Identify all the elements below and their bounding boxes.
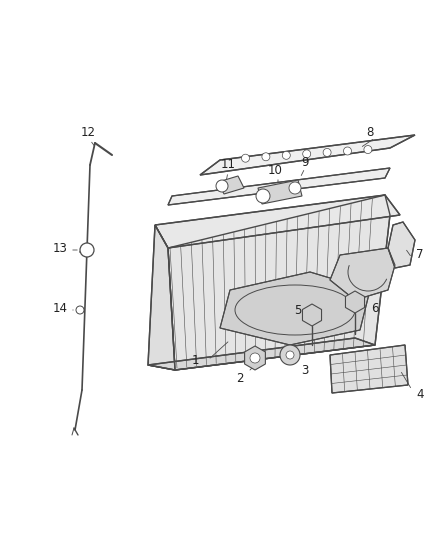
Polygon shape bbox=[168, 168, 390, 205]
Circle shape bbox=[241, 154, 250, 162]
Polygon shape bbox=[388, 222, 415, 268]
Circle shape bbox=[364, 146, 372, 154]
Circle shape bbox=[280, 345, 300, 365]
Text: 2: 2 bbox=[236, 372, 244, 384]
Polygon shape bbox=[220, 272, 370, 345]
Polygon shape bbox=[330, 248, 395, 300]
Polygon shape bbox=[168, 195, 390, 370]
Text: 10: 10 bbox=[268, 164, 283, 176]
Circle shape bbox=[323, 148, 331, 157]
Text: 13: 13 bbox=[53, 241, 67, 254]
Circle shape bbox=[283, 151, 290, 159]
Text: 6: 6 bbox=[371, 302, 379, 314]
Circle shape bbox=[216, 180, 228, 192]
Text: 4: 4 bbox=[416, 389, 424, 401]
Polygon shape bbox=[148, 338, 375, 370]
Text: 12: 12 bbox=[81, 126, 95, 140]
Circle shape bbox=[76, 306, 84, 314]
Text: 9: 9 bbox=[301, 156, 309, 168]
Circle shape bbox=[256, 189, 270, 203]
Polygon shape bbox=[258, 180, 302, 204]
Circle shape bbox=[303, 150, 311, 158]
Text: 5: 5 bbox=[294, 303, 302, 317]
Circle shape bbox=[80, 243, 94, 257]
Text: 3: 3 bbox=[301, 364, 309, 376]
Circle shape bbox=[289, 182, 301, 194]
Polygon shape bbox=[148, 225, 175, 370]
Text: 1: 1 bbox=[191, 353, 199, 367]
Circle shape bbox=[250, 353, 260, 363]
Circle shape bbox=[262, 153, 270, 161]
Text: 8: 8 bbox=[366, 125, 374, 139]
Circle shape bbox=[343, 147, 352, 155]
Text: 7: 7 bbox=[416, 248, 424, 262]
Polygon shape bbox=[200, 135, 415, 175]
Text: 14: 14 bbox=[53, 302, 67, 314]
Circle shape bbox=[286, 351, 294, 359]
Polygon shape bbox=[218, 176, 244, 194]
Polygon shape bbox=[155, 195, 400, 248]
Polygon shape bbox=[330, 345, 408, 393]
Text: 11: 11 bbox=[220, 158, 236, 172]
